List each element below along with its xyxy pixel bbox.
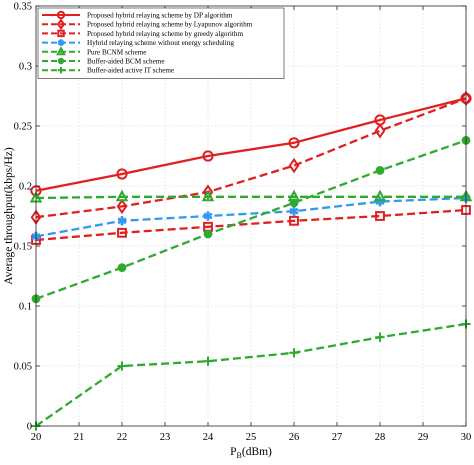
legend-item: Proposed hybrid relaying scheme by greed… bbox=[42, 29, 243, 38]
axis-ticks: 20 21 22 23 24 25 26 27 28 29 30 0 0.05 0.1 0.15 0.2 0.2… bbox=[14, 2, 472, 444]
marker-square bbox=[117, 227, 127, 238]
marker-diamond bbox=[202, 184, 214, 200]
marker-triangle bbox=[115, 189, 129, 202]
marker-star bbox=[203, 211, 213, 221]
legend-item: Proposed hybrid relaying scheme by Lyapu… bbox=[42, 18, 253, 31]
legend-item: Pure BCNM scheme bbox=[42, 46, 147, 56]
marker-square bbox=[289, 215, 299, 226]
legend-item: Hybrid relaying scheme without energy sc… bbox=[42, 39, 234, 47]
x-tick-label: 23 bbox=[160, 432, 171, 443]
marker-square bbox=[375, 211, 385, 221]
marker-star bbox=[57, 39, 65, 46]
marker-plus bbox=[117, 361, 127, 371]
legend-item: Proposed hybrid relaying scheme by DP al… bbox=[42, 10, 233, 20]
series-line bbox=[35, 196, 467, 238]
y-tick-label: 0.35 bbox=[14, 2, 32, 13]
marker-plus bbox=[375, 332, 385, 342]
legend-label: Hybrid relaying scheme without energy sc… bbox=[87, 39, 234, 47]
y-axis-label: Average throughput(kbps/Hz) bbox=[3, 147, 15, 285]
x-tick-label: 24 bbox=[203, 432, 214, 443]
legend-label: Pure BCNM scheme bbox=[87, 48, 147, 56]
legend: Proposed hybrid relaying scheme by DP al… bbox=[37, 7, 285, 79]
series-line bbox=[35, 322, 467, 427]
legend-item: Buffer-aided active IT scheme bbox=[42, 67, 174, 75]
y-tick-label: 0.15 bbox=[14, 242, 32, 253]
series-6 bbox=[31, 135, 471, 304]
x-tick-label: 22 bbox=[117, 432, 128, 443]
x-axis-label-unit: (dBm) bbox=[242, 446, 272, 458]
marker-triangle bbox=[373, 189, 387, 202]
marker-circle bbox=[288, 137, 300, 149]
marker-plus bbox=[57, 67, 65, 74]
y-tick-label: 0.3 bbox=[19, 62, 32, 73]
series-line bbox=[35, 97, 467, 192]
legend-label: Buffer-aided BCM scheme bbox=[87, 58, 165, 66]
x-tick-label: 21 bbox=[74, 432, 85, 443]
marker-triangle bbox=[201, 189, 215, 202]
marker-diamond bbox=[288, 157, 300, 174]
legend-label: Proposed hybrid relaying scheme by Lyapu… bbox=[87, 21, 253, 29]
legend-item: Buffer-aided BCM scheme bbox=[42, 58, 165, 66]
y-tick-label: 0 bbox=[27, 422, 32, 433]
marker-circle bbox=[116, 168, 128, 180]
y-tick-label: 0.1 bbox=[19, 302, 32, 313]
marker-diamond bbox=[374, 123, 386, 139]
x-tick-label: 26 bbox=[289, 432, 300, 443]
series-line bbox=[35, 139, 467, 300]
marker-dot bbox=[117, 263, 127, 273]
y-tick-label: 0.05 bbox=[14, 362, 32, 373]
legend-label: Proposed hybrid relaying scheme by greed… bbox=[87, 30, 243, 38]
marker-circle bbox=[56, 10, 66, 20]
x-axis-label-subscript: B bbox=[237, 451, 242, 460]
marker-dot bbox=[203, 229, 213, 239]
marker-dot bbox=[289, 198, 299, 208]
x-tick-label: 30 bbox=[461, 432, 472, 443]
x-tick-label: 29 bbox=[418, 432, 429, 443]
legend-label: Buffer-aided active IT scheme bbox=[87, 67, 174, 75]
series-line bbox=[35, 97, 467, 219]
marker-triangle bbox=[56, 46, 66, 56]
series-5 bbox=[29, 189, 473, 203]
marker-square bbox=[57, 29, 65, 38]
marker-circle bbox=[202, 150, 214, 162]
x-tick-label: 25 bbox=[246, 432, 257, 443]
series-group bbox=[29, 90, 473, 431]
marker-plus bbox=[289, 348, 299, 358]
x-tick-label: 28 bbox=[375, 432, 386, 443]
marker-dot bbox=[375, 165, 385, 175]
marker-star bbox=[289, 206, 299, 216]
marker-diamond bbox=[116, 198, 128, 215]
marker-plus bbox=[203, 356, 213, 366]
marker-dot bbox=[57, 57, 65, 65]
marker-diamond bbox=[56, 18, 66, 31]
y-tick-label: 0.25 bbox=[14, 122, 32, 133]
x-tick-label: 20 bbox=[31, 432, 42, 443]
x-tick-label: 27 bbox=[332, 432, 343, 443]
x-axis-label-main: P bbox=[230, 446, 236, 458]
marker-star bbox=[117, 216, 127, 226]
y-tick-label: 0.2 bbox=[19, 182, 32, 193]
legend-label: Proposed hybrid relaying scheme by DP al… bbox=[87, 12, 233, 20]
x-axis-label: PB(dBm) bbox=[230, 446, 272, 460]
